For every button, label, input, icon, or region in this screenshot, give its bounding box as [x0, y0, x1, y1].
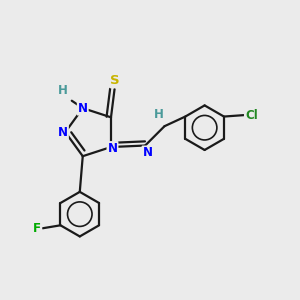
- Text: N: N: [107, 142, 118, 155]
- Text: S: S: [110, 74, 120, 87]
- Text: H: H: [154, 108, 164, 122]
- Text: N: N: [78, 102, 88, 115]
- Text: F: F: [33, 222, 41, 235]
- Text: N: N: [58, 126, 68, 139]
- Text: H: H: [58, 84, 68, 98]
- Text: N: N: [142, 146, 153, 160]
- Text: Cl: Cl: [245, 109, 258, 122]
